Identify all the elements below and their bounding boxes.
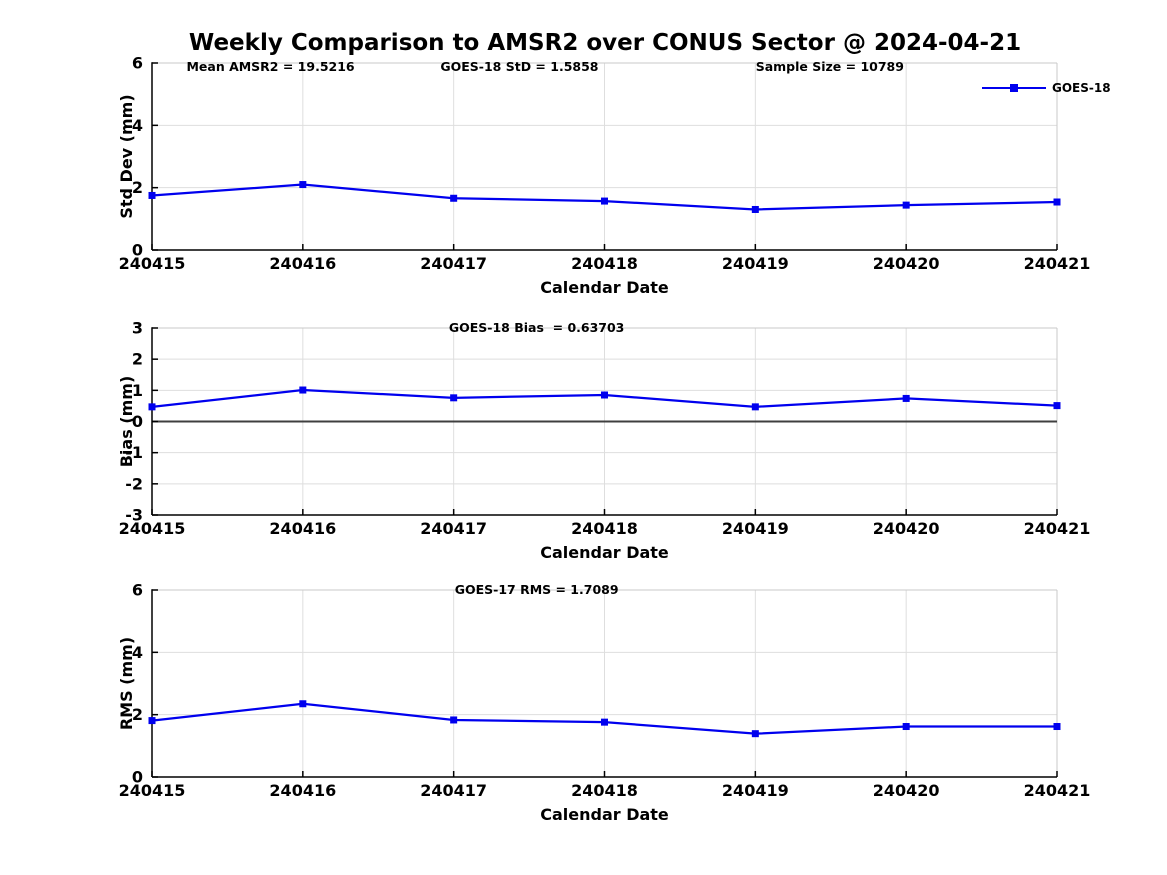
x-tick-label: 240421 bbox=[1024, 519, 1091, 538]
data-point-marker bbox=[751, 730, 759, 738]
data-point-marker bbox=[148, 403, 156, 411]
x-tick-label: 240417 bbox=[420, 519, 487, 538]
y-axis-label: Std Dev (mm) bbox=[117, 94, 136, 218]
y-tick-label: -3 bbox=[125, 506, 143, 525]
x-axis-label: Calendar Date bbox=[540, 543, 669, 562]
x-tick-label: 240421 bbox=[1024, 254, 1091, 273]
data-point-marker bbox=[299, 181, 307, 189]
y-tick-label: -2 bbox=[125, 474, 143, 493]
x-tick-label: 240416 bbox=[269, 254, 336, 273]
chart-title: Weekly Comparison to AMSR2 over CONUS Se… bbox=[188, 30, 1022, 56]
data-point-marker bbox=[902, 723, 910, 731]
x-tick-label: 240416 bbox=[269, 519, 336, 538]
data-point-marker bbox=[299, 700, 307, 708]
legend-label: GOES-18 bbox=[1052, 81, 1111, 95]
legend-line-sample bbox=[982, 84, 1046, 92]
data-point-marker bbox=[601, 718, 608, 726]
data-point-marker bbox=[148, 717, 156, 725]
data-point-marker bbox=[601, 391, 608, 399]
data-point-marker bbox=[299, 386, 307, 394]
data-point-marker bbox=[902, 201, 910, 209]
y-tick-label: 0 bbox=[132, 241, 143, 260]
x-tick-label: 240415 bbox=[119, 781, 186, 800]
legend: GOES-18 bbox=[982, 80, 1111, 96]
x-tick-label: 240416 bbox=[269, 781, 336, 800]
panel-annotation: GOES-18 StD = 1.5858 bbox=[440, 59, 598, 74]
panel-annotation: Sample Size = 10789 bbox=[756, 59, 904, 74]
data-point-marker bbox=[751, 403, 759, 411]
y-axis-label: Bias (mm) bbox=[117, 376, 136, 468]
x-tick-label: 240419 bbox=[722, 519, 789, 538]
x-tick-label: 240417 bbox=[420, 781, 487, 800]
y-tick-label: 4 bbox=[132, 116, 143, 135]
panel-annotation: GOES-17 RMS = 1.7089 bbox=[455, 582, 619, 597]
y-tick-label: 3 bbox=[132, 319, 143, 338]
y-tick-label: 1 bbox=[132, 381, 143, 400]
y-tick-label: 2 bbox=[132, 705, 143, 724]
data-point-marker bbox=[1053, 402, 1061, 410]
y-tick-label: 2 bbox=[132, 178, 143, 197]
data-point-marker bbox=[601, 197, 608, 205]
x-axis-label: Calendar Date bbox=[540, 278, 669, 297]
panel-annotation: GOES-18 Bias = 0.63703 bbox=[449, 320, 625, 335]
x-tick-label: 240415 bbox=[119, 519, 186, 538]
data-point-marker bbox=[148, 191, 156, 199]
x-tick-label: 240415 bbox=[119, 254, 186, 273]
y-tick-label: 0 bbox=[132, 412, 143, 431]
data-point-marker bbox=[450, 394, 458, 402]
x-axis-label: Calendar Date bbox=[540, 805, 669, 824]
data-point-marker bbox=[751, 205, 759, 213]
x-tick-label: 240420 bbox=[873, 519, 940, 538]
y-tick-label: 0 bbox=[132, 768, 143, 787]
y-axis-label: RMS (mm) bbox=[117, 637, 136, 730]
x-tick-label: 240421 bbox=[1024, 781, 1091, 800]
x-tick-label: 240417 bbox=[420, 254, 487, 273]
y-tick-label: 6 bbox=[132, 54, 143, 73]
data-point-marker bbox=[1053, 198, 1061, 206]
x-tick-label: 240418 bbox=[571, 254, 638, 273]
panel-annotation: Mean AMSR2 = 19.5216 bbox=[186, 59, 354, 74]
y-tick-label: 6 bbox=[132, 581, 143, 600]
y-tick-label: -1 bbox=[125, 443, 143, 462]
legend-marker-icon bbox=[1010, 84, 1018, 92]
y-tick-label: 4 bbox=[132, 643, 143, 662]
data-point-marker bbox=[902, 394, 910, 402]
x-tick-label: 240420 bbox=[873, 254, 940, 273]
data-point-marker bbox=[450, 194, 458, 202]
data-point-marker bbox=[450, 716, 458, 724]
x-tick-label: 240419 bbox=[722, 781, 789, 800]
x-tick-label: 240420 bbox=[873, 781, 940, 800]
x-tick-label: 240418 bbox=[571, 519, 638, 538]
x-tick-label: 240418 bbox=[571, 781, 638, 800]
data-point-marker bbox=[1053, 723, 1061, 731]
x-tick-label: 240419 bbox=[722, 254, 789, 273]
y-tick-label: 2 bbox=[132, 350, 143, 369]
